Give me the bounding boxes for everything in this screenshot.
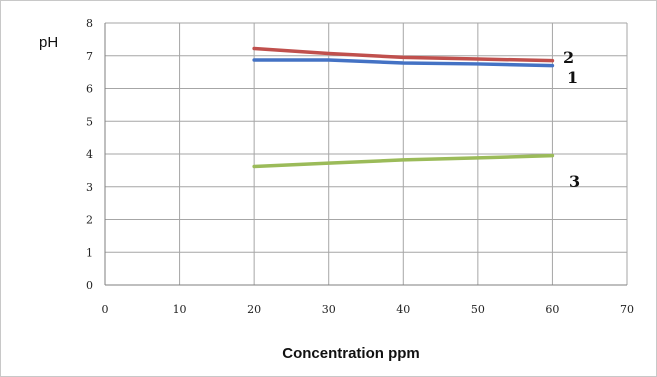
y-axis-label: pH bbox=[39, 34, 58, 51]
series-group bbox=[252, 46, 555, 169]
grid-lines bbox=[104, 22, 628, 286]
y-tick-label: 2 bbox=[86, 214, 93, 227]
y-tick-label: 7 bbox=[86, 50, 93, 63]
series-label-1: 1 bbox=[567, 68, 578, 87]
y-tick-label: 3 bbox=[86, 181, 93, 194]
y-tick-label: 8 bbox=[86, 17, 93, 30]
y-tick-label: 1 bbox=[86, 246, 93, 259]
x-tick-label: 10 bbox=[173, 303, 187, 316]
y-tick-label: 4 bbox=[86, 148, 93, 161]
series-label-2: 2 bbox=[563, 48, 574, 67]
y-tick-label: 5 bbox=[86, 115, 93, 128]
x-tick-label: 20 bbox=[247, 303, 261, 316]
x-tick-label: 50 bbox=[471, 303, 485, 316]
series-label-3: 3 bbox=[569, 172, 580, 191]
axes bbox=[104, 23, 627, 286]
x-tick-label: 60 bbox=[545, 303, 559, 316]
x-axis-label: Concentration ppm bbox=[282, 345, 420, 362]
x-tick-label: 70 bbox=[620, 303, 634, 316]
y-tick-label: 6 bbox=[86, 83, 93, 96]
x-tick-label: 30 bbox=[322, 303, 336, 316]
x-tick-label: 0 bbox=[102, 303, 109, 316]
series-labels: 12 3 bbox=[563, 48, 580, 191]
x-tick-label: 40 bbox=[396, 303, 410, 316]
y-tick-label: 0 bbox=[86, 279, 93, 292]
